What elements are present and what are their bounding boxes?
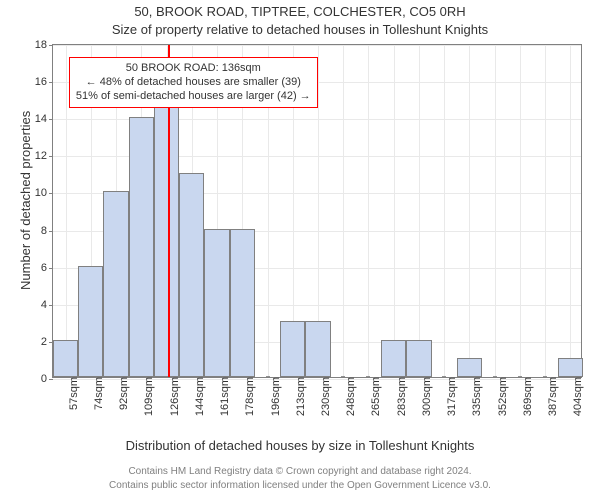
gridline-v xyxy=(368,45,369,377)
gridline-v xyxy=(394,45,395,377)
y-tick-label: 4 xyxy=(41,299,53,311)
x-tick-label: 248sqm xyxy=(343,377,357,416)
x-tick-label: 57sqm xyxy=(66,377,80,410)
plot-area: 02468101214161857sqm74sqm92sqm109sqm126s… xyxy=(52,44,582,378)
x-tick-label: 178sqm xyxy=(242,377,256,416)
x-tick-label: 387sqm xyxy=(545,377,559,416)
gridline-v xyxy=(469,45,470,377)
x-tick-label: 335sqm xyxy=(469,377,483,416)
histogram-bar xyxy=(305,321,330,377)
histogram-bar xyxy=(179,173,204,377)
annotation-line: ← 48% of detached houses are smaller (39… xyxy=(76,75,311,89)
x-tick-label: 404sqm xyxy=(570,377,584,416)
gridline-h xyxy=(53,45,581,46)
gridline-v xyxy=(66,45,67,377)
x-tick-label: 230sqm xyxy=(318,377,332,416)
x-tick-label: 196sqm xyxy=(268,377,282,416)
x-tick-label: 161sqm xyxy=(217,377,231,416)
histogram-bar xyxy=(280,321,305,377)
y-tick-label: 6 xyxy=(41,262,53,274)
annotation-line: 51% of semi-detached houses are larger (… xyxy=(76,89,311,103)
annotation-box: 50 BROOK ROAD: 136sqm← 48% of detached h… xyxy=(69,57,318,108)
histogram-bar xyxy=(103,191,128,377)
histogram-bar xyxy=(129,117,154,377)
x-tick-label: 144sqm xyxy=(192,377,206,416)
histogram-bar xyxy=(406,340,431,377)
gridline-v xyxy=(444,45,445,377)
x-tick-label: 352sqm xyxy=(495,377,509,416)
x-tick-label: 265sqm xyxy=(368,377,382,416)
x-tick-label: 109sqm xyxy=(141,377,155,416)
x-tick-label: 283sqm xyxy=(394,377,408,416)
x-tick-label: 317sqm xyxy=(444,377,458,416)
x-tick-label: 300sqm xyxy=(419,377,433,416)
y-tick-label: 8 xyxy=(41,225,53,237)
x-tick-label: 213sqm xyxy=(293,377,307,416)
x-axis-label: Distribution of detached houses by size … xyxy=(0,438,600,453)
histogram-bar xyxy=(230,229,255,377)
histogram-bar xyxy=(154,99,179,377)
gridline-v xyxy=(419,45,420,377)
y-tick-label: 12 xyxy=(35,150,53,162)
y-tick-label: 0 xyxy=(41,373,53,385)
y-tick-label: 2 xyxy=(41,336,53,348)
histogram-bar xyxy=(457,358,482,377)
y-tick-label: 16 xyxy=(35,76,53,88)
gridline-v xyxy=(570,45,571,377)
histogram-bar xyxy=(204,229,229,377)
histogram-bar xyxy=(53,340,78,377)
gridline-v xyxy=(545,45,546,377)
x-tick-label: 92sqm xyxy=(116,377,130,410)
histogram-bar xyxy=(558,358,583,377)
x-tick-label: 126sqm xyxy=(167,377,181,416)
chart-title: 50, BROOK ROAD, TIPTREE, COLCHESTER, CO5… xyxy=(0,4,600,19)
chart-subtitle: Size of property relative to detached ho… xyxy=(0,22,600,37)
y-tick-label: 10 xyxy=(35,187,53,199)
gridline-v xyxy=(343,45,344,377)
footer-line-1: Contains HM Land Registry data © Crown c… xyxy=(0,466,600,477)
footer-line-2: Contains public sector information licen… xyxy=(0,480,600,491)
y-axis-label: Number of detached properties xyxy=(18,111,33,290)
x-tick-label: 369sqm xyxy=(520,377,534,416)
y-tick-label: 18 xyxy=(35,39,53,51)
y-tick-label: 14 xyxy=(35,113,53,125)
x-tick-label: 74sqm xyxy=(91,377,105,410)
histogram-bar xyxy=(78,266,103,377)
histogram-bar xyxy=(381,340,406,377)
gridline-v xyxy=(520,45,521,377)
figure: 50, BROOK ROAD, TIPTREE, COLCHESTER, CO5… xyxy=(0,0,600,500)
gridline-v xyxy=(495,45,496,377)
annotation-line: 50 BROOK ROAD: 136sqm xyxy=(76,61,311,75)
